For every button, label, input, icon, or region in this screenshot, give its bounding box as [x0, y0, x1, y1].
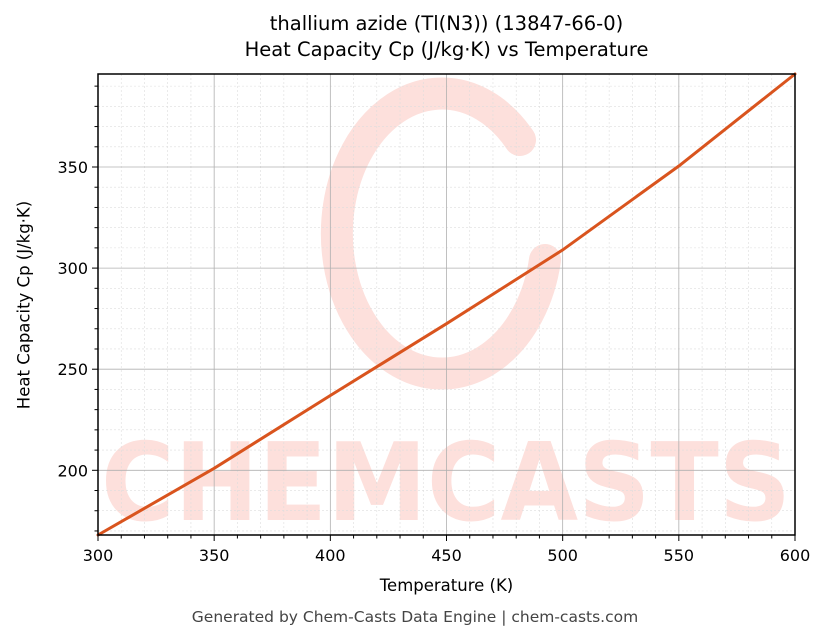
- y-axis-label: Heat Capacity Cp (J/kg·K): [14, 200, 34, 410]
- x-tick-label: 550: [664, 546, 695, 565]
- heat-capacity-line: [96, 72, 797, 537]
- y-tick-label: 250: [57, 360, 88, 379]
- footer-credit: Generated by Chem-Casts Data Engine | ch…: [191, 608, 639, 626]
- x-tick-label: 450: [431, 546, 462, 565]
- x-tick-label: 300: [83, 546, 114, 565]
- chart-title-line1: thallium azide (Tl(N3)) (13847-66-0): [269, 12, 624, 35]
- x-tick-label: 600: [780, 546, 811, 565]
- y-tick-label: 350: [57, 158, 88, 177]
- x-tick-label: 350: [199, 546, 230, 565]
- chemcasts-watermark: CHEMCASTS: [101, 77, 791, 546]
- x-tick-label: 500: [547, 546, 578, 565]
- axis-ticks: 300 350 400 450 500 550 600 200 250 300 350: [57, 85, 811, 565]
- y-tick-label: 200: [57, 461, 88, 480]
- svg-text:CHEMCASTS: CHEMCASTS: [101, 421, 791, 546]
- chart-title-line2: Heat Capacity Cp (J/kg·K) vs Temperature: [244, 38, 649, 61]
- x-tick-label: 400: [315, 546, 346, 565]
- y-tick-label: 300: [57, 259, 88, 278]
- x-axis-label: Temperature (K): [379, 576, 514, 595]
